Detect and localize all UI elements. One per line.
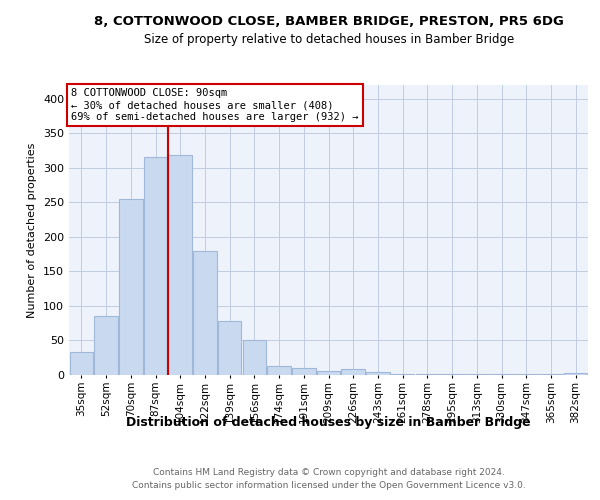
Bar [242, 340, 266, 375]
Bar [268, 366, 291, 375]
Bar [169, 156, 192, 375]
Y-axis label: Number of detached properties: Number of detached properties [28, 142, 37, 318]
Bar [564, 373, 587, 375]
Bar [218, 321, 241, 375]
Bar [416, 374, 439, 375]
Bar [317, 371, 340, 375]
Bar [465, 374, 488, 375]
Bar [193, 250, 217, 375]
Bar [144, 158, 167, 375]
Bar [119, 199, 143, 375]
Bar [366, 372, 389, 375]
Text: Contains HM Land Registry data © Crown copyright and database right 2024.: Contains HM Land Registry data © Crown c… [153, 468, 505, 477]
Bar [94, 316, 118, 375]
Bar [490, 374, 513, 375]
Text: 8, COTTONWOOD CLOSE, BAMBER BRIDGE, PRESTON, PR5 6DG: 8, COTTONWOOD CLOSE, BAMBER BRIDGE, PRES… [94, 15, 564, 28]
Text: Distribution of detached houses by size in Bamber Bridge: Distribution of detached houses by size … [127, 416, 531, 429]
Text: Contains public sector information licensed under the Open Government Licence v3: Contains public sector information licen… [132, 480, 526, 490]
Bar [70, 352, 93, 375]
Bar [539, 374, 563, 375]
Text: 8 COTTONWOOD CLOSE: 90sqm
← 30% of detached houses are smaller (408)
69% of semi: 8 COTTONWOOD CLOSE: 90sqm ← 30% of detac… [71, 88, 359, 122]
Bar [292, 368, 316, 375]
Bar [514, 374, 538, 375]
Bar [391, 374, 415, 375]
Text: Size of property relative to detached houses in Bamber Bridge: Size of property relative to detached ho… [143, 32, 514, 46]
Bar [341, 370, 365, 375]
Bar [440, 374, 464, 375]
